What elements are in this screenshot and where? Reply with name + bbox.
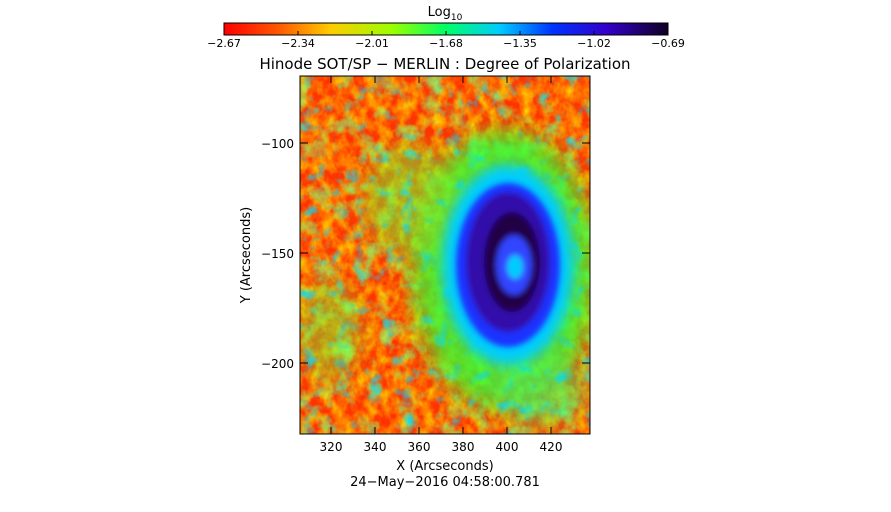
colorbar-tick-label: −2.67 xyxy=(207,37,241,50)
figure-title: Hinode SOT/SP − MERLIN : Degree of Polar… xyxy=(259,55,630,73)
colorbar-tick-label: −2.34 xyxy=(281,37,315,50)
x-tick-label: 380 xyxy=(452,440,475,454)
y-tick-label: −100 xyxy=(261,137,294,151)
x-axis-ticks: 320 340 360 380 400 420 xyxy=(320,76,563,454)
x-tick-label: 400 xyxy=(496,440,519,454)
y-axis-ticks: −100 −150 −200 xyxy=(261,137,590,371)
colorbar-tick-label: −1.35 xyxy=(503,37,537,50)
y-axis-label: Y (Arcseconds) xyxy=(239,207,254,304)
polarization-map xyxy=(300,76,590,434)
colorbar-tick-label: −0.69 xyxy=(651,37,685,50)
timestamp: 24−May−2016 04:58:00.781 xyxy=(350,475,540,490)
y-tick-label: −150 xyxy=(261,247,294,261)
colorbar-ticks: −2.67 −2.34 −2.01 −1.68 −1.35 −1.02 −0.69 xyxy=(207,31,685,50)
x-axis-label: X (Arcseconds) xyxy=(396,459,493,474)
x-tick-label: 320 xyxy=(320,440,343,454)
colorbar-label: Log10 xyxy=(428,5,463,23)
plot-frame xyxy=(299,75,591,435)
x-tick-label: 420 xyxy=(540,440,563,454)
colorbar-tick-label: −2.01 xyxy=(355,37,389,50)
colorbar-tick-label: −1.68 xyxy=(429,37,463,50)
x-tick-label: 340 xyxy=(364,440,387,454)
y-tick-label: −200 xyxy=(261,357,294,371)
x-tick-label: 360 xyxy=(408,440,431,454)
colorbar-tick-label: −1.02 xyxy=(577,37,611,50)
